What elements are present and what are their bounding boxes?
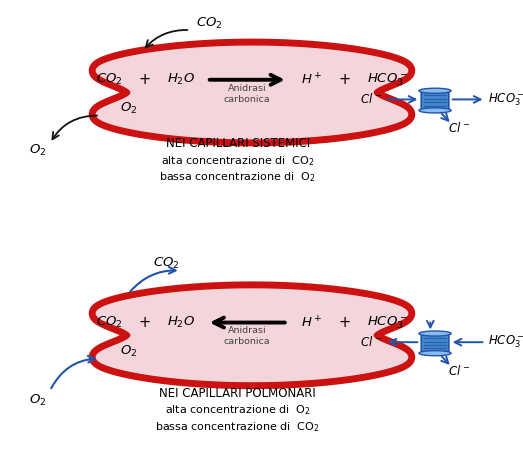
Polygon shape <box>96 46 407 139</box>
Text: $HCO_3^-$: $HCO_3^-$ <box>488 91 523 108</box>
Text: $CO_2$: $CO_2$ <box>96 315 123 330</box>
Text: $O_2$: $O_2$ <box>29 392 47 408</box>
Text: $Cl^-$: $Cl^-$ <box>448 364 470 377</box>
Text: $O_2$: $O_2$ <box>29 143 47 158</box>
Polygon shape <box>96 46 407 139</box>
Text: $H_2O$: $H_2O$ <box>167 315 195 330</box>
Text: NEI CAPILLARI POLMONARI: NEI CAPILLARI POLMONARI <box>160 387 316 400</box>
Text: $H_2O$: $H_2O$ <box>167 72 195 87</box>
Text: $H^+$: $H^+$ <box>301 72 322 87</box>
Text: $Cl^-$: $Cl^-$ <box>360 92 382 107</box>
Text: alta concentrazione di  O$_2$: alta concentrazione di O$_2$ <box>165 403 311 417</box>
Text: $Cl^-$: $Cl^-$ <box>448 121 470 135</box>
Text: bassa concentrazione di  O$_2$: bassa concentrazione di O$_2$ <box>159 170 316 184</box>
Text: $CO_2$: $CO_2$ <box>96 72 123 87</box>
Text: Anidrasi
carbonica: Anidrasi carbonica <box>224 327 270 346</box>
Text: $Cl^-$: $Cl^-$ <box>360 335 382 349</box>
Text: $HCO_3^-$: $HCO_3^-$ <box>488 334 523 350</box>
Ellipse shape <box>419 331 451 336</box>
Text: bassa concentrazione di  CO$_2$: bassa concentrazione di CO$_2$ <box>155 419 320 434</box>
Text: alta concentrazione di  CO$_2$: alta concentrazione di CO$_2$ <box>161 154 314 168</box>
Ellipse shape <box>419 351 451 356</box>
Text: $HCO_3^-$: $HCO_3^-$ <box>367 314 408 331</box>
FancyBboxPatch shape <box>421 333 449 354</box>
Text: NEI CAPILLARI SISTEMICI: NEI CAPILLARI SISTEMICI <box>166 137 310 150</box>
Text: +: + <box>139 72 151 87</box>
Ellipse shape <box>419 88 451 93</box>
Text: +: + <box>338 315 351 330</box>
Text: $O_2$: $O_2$ <box>120 344 137 359</box>
Text: +: + <box>338 72 351 87</box>
Text: $H^+$: $H^+$ <box>301 315 322 330</box>
FancyBboxPatch shape <box>421 90 449 111</box>
Text: $CO_2$: $CO_2$ <box>153 256 180 271</box>
Text: $HCO_3^-$: $HCO_3^-$ <box>367 72 408 88</box>
Text: Anidrasi
carbonica: Anidrasi carbonica <box>224 83 270 104</box>
Text: $CO_2$: $CO_2$ <box>196 16 222 31</box>
Polygon shape <box>96 289 407 382</box>
Polygon shape <box>96 289 407 382</box>
Ellipse shape <box>419 108 451 113</box>
Text: $O_2$: $O_2$ <box>120 101 137 116</box>
Text: +: + <box>139 315 151 330</box>
